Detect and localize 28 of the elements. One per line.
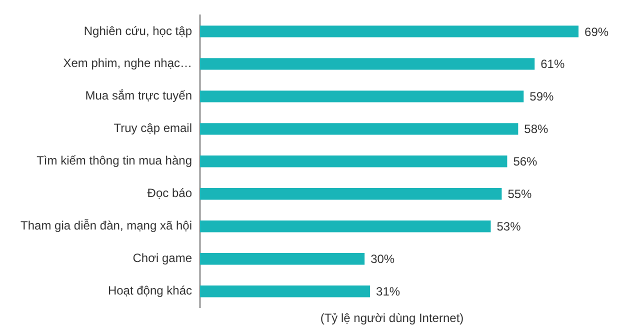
y-tick-label: Hoạt động khác (108, 284, 192, 298)
data-label: 31% (376, 284, 400, 299)
y-tick-label: Tham gia diễn đàn, mạng xã hội (20, 218, 192, 233)
bar (200, 156, 508, 168)
data-label: 61% (540, 57, 565, 72)
y-tick-label: Tìm kiếm thông tin mua hàng (36, 154, 192, 168)
data-label: 55% (508, 187, 532, 202)
data-label: 56% (513, 154, 538, 169)
bar (200, 188, 502, 200)
bar (200, 58, 535, 70)
bar (200, 26, 579, 38)
y-tick-label: Truy cập email (114, 121, 192, 136)
y-tick-label: Xem phim, nghe nhạc… (63, 56, 192, 70)
x-axis-title: (Tỷ lệ người dùng Internet) (320, 311, 464, 326)
bar (200, 90, 524, 102)
y-tick-label: Chơi game (132, 251, 192, 266)
y-tick-label: Nghiên cứu, học tập (84, 24, 192, 38)
bar (200, 220, 491, 232)
data-label: 58% (524, 122, 549, 136)
data-label: 30% (370, 252, 395, 266)
y-tick-label: Mua sắm trực tuyến (85, 88, 192, 103)
bar (200, 123, 518, 135)
bar (200, 286, 370, 298)
y-tick-label: Đọc báo (147, 186, 192, 200)
bar (200, 253, 365, 265)
data-label: 59% (530, 90, 554, 104)
data-label: 69% (584, 24, 609, 39)
data-label: 53% (496, 220, 522, 234)
